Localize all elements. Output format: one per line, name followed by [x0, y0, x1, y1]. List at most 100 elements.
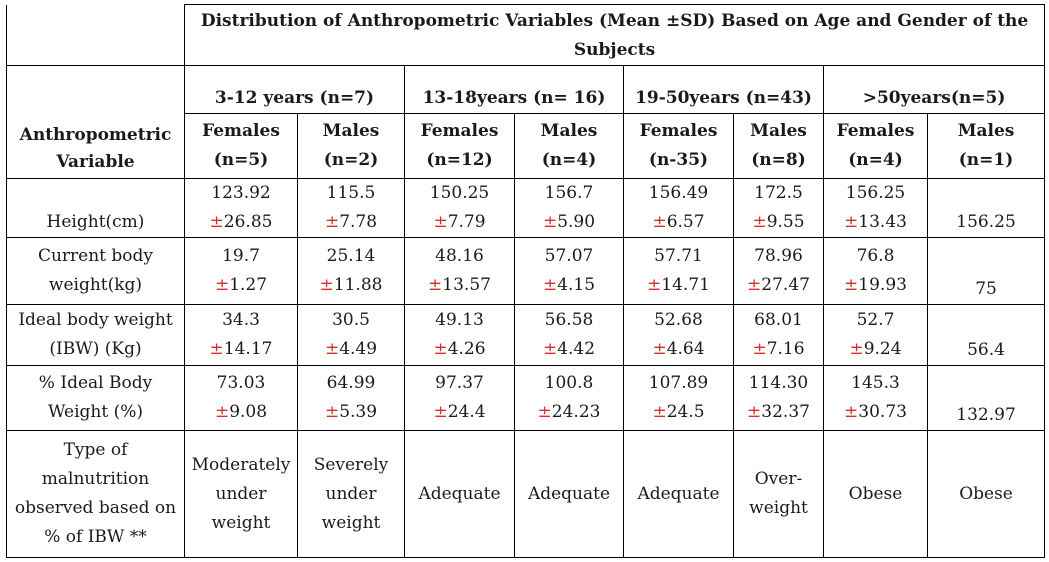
sd-line: ±9.55: [738, 208, 819, 237]
sd-value: 6.57: [666, 212, 705, 232]
sd-line: ±7.78: [302, 208, 400, 237]
gender-label: Males: [322, 121, 380, 141]
mean-value: 76.8: [856, 246, 895, 266]
sample-size: (n=4): [541, 150, 597, 170]
age-group-header: 19-50years (n=43): [623, 65, 824, 114]
sd-line: ±4.49: [302, 335, 400, 364]
category-text: weight: [749, 498, 808, 518]
mean-value: 107.89: [648, 373, 709, 393]
gender-header: Males (n=8): [733, 113, 824, 179]
mean-value: 49.13: [435, 310, 484, 330]
plus-minus-icon: ±: [324, 402, 340, 422]
row-label: Ideal body weight (IBW) (Kg): [6, 304, 185, 366]
gender-header: Males (n=4): [514, 113, 624, 179]
sd-value: 4.64: [666, 339, 705, 359]
gender-label: Females: [836, 121, 915, 141]
plus-minus-icon: ±: [752, 339, 767, 359]
data-cell: 56.4: [926, 304, 1046, 366]
sample-size: (n=1): [958, 150, 1014, 170]
plus-minus-icon: ±: [647, 275, 662, 295]
data-cell: 78.96 ±27.47: [733, 237, 824, 305]
data-cell: Adequate: [404, 430, 515, 558]
sd-value: 14.71: [661, 275, 710, 295]
mean-value: 57.07: [544, 246, 594, 266]
plus-minus-icon: ±: [652, 339, 667, 359]
mean-value: 156.49: [648, 183, 709, 203]
sample-size: (n=4): [848, 150, 903, 170]
table-row: Ideal body weight (IBW) (Kg) 34.3 ±14.17 30.…: [6, 304, 1046, 366]
sd-line: ±26.85: [189, 208, 293, 237]
sample-size: (n=12): [426, 150, 493, 170]
gender-label: Males: [957, 121, 1015, 141]
plus-minus-icon: ±: [747, 402, 762, 422]
data-cell: 97.37 ±24.4: [404, 365, 515, 431]
mean-value: 97.37: [435, 373, 484, 393]
mean-value: 145.3: [851, 373, 900, 393]
data-cell: 132.97: [926, 365, 1046, 431]
sd-line: ±11.88: [302, 271, 400, 300]
sd-line: ±7.16: [738, 335, 819, 364]
data-cell: 75: [926, 237, 1046, 305]
row-label: Height(cm): [6, 178, 185, 238]
sd-line: ±1.27: [189, 271, 293, 300]
sd-value: 19.93: [858, 275, 907, 295]
gender-header: Males (n=2): [297, 113, 405, 179]
data-cell: 156.25: [926, 178, 1046, 238]
plus-minus-icon: ±: [752, 212, 767, 232]
sd-line: ±14.71: [628, 271, 729, 300]
data-cell: 156.7 ±5.90: [514, 178, 624, 238]
gender-header: Females (n-35): [623, 113, 734, 179]
data-cell: 150.25 ±7.79: [404, 178, 515, 238]
plus-minus-icon: ±: [844, 275, 859, 295]
row-label-line: weight(kg): [48, 275, 143, 295]
category-text: under: [325, 483, 377, 504]
plus-minus-icon: ±: [844, 402, 859, 422]
sample-size: (n=5): [213, 150, 269, 170]
anthropometric-table: Distribution of Anthropometric Variables…: [6, 4, 1046, 558]
data-cell: 19.7 ±1.27: [184, 237, 298, 305]
category-text: Over-: [754, 469, 803, 489]
sd-line: ±30.73: [828, 398, 923, 427]
gender-header: Females (n=4): [823, 113, 928, 179]
data-cell: Obese: [823, 430, 928, 558]
row-label: Current body weight(kg): [6, 237, 185, 305]
mean-value: 57.71: [654, 246, 703, 266]
row-label-line: Weight (%): [47, 402, 144, 422]
sd-value: 30.73: [858, 402, 907, 422]
mean-value: 123.92: [211, 183, 271, 203]
sample-size: (n-35): [648, 150, 709, 170]
plus-minus-icon: ±: [652, 402, 667, 422]
sample-size: (n=8): [751, 150, 806, 170]
plus-minus-icon: ±: [542, 275, 558, 295]
plus-minus-icon: ±: [542, 339, 558, 359]
mean-value: 114.30: [748, 373, 809, 393]
plus-minus-icon: ±: [433, 339, 448, 359]
plus-minus-icon: ±: [542, 212, 558, 232]
sd-value: 5.39: [339, 402, 378, 422]
data-cell: 123.92 ±26.85: [184, 178, 298, 238]
data-cell: 57.07 ±4.15: [514, 237, 624, 305]
single-value: 132.97: [956, 405, 1016, 425]
sd-line: ±9.08: [189, 398, 293, 427]
sd-line: ±5.39: [302, 398, 400, 427]
category-text: weight: [211, 512, 271, 533]
category-text: Adequate: [637, 483, 720, 504]
mean-value: 19.7: [222, 246, 260, 266]
sample-size: (n=2): [323, 150, 379, 170]
sd-line: ±4.15: [519, 271, 619, 300]
gender-header: Females (n=12): [404, 113, 515, 179]
data-cell: 52.68 ±4.64: [623, 304, 734, 366]
data-cell: 115.5 ±7.78: [297, 178, 405, 238]
mean-value: 52.68: [654, 310, 703, 330]
data-cell: Adequate: [514, 430, 624, 558]
sd-value: 5.90: [557, 212, 596, 232]
variable-header: Anthropometric Variable: [6, 65, 185, 179]
sd-value: 9.08: [229, 402, 268, 422]
sd-line: ±4.64: [628, 335, 729, 364]
sd-value: 27.47: [761, 275, 810, 295]
data-cell: 25.14 ±11.88: [297, 237, 405, 305]
sd-value: 32.37: [761, 402, 810, 422]
table-row: Type of malnutrition observed based on % of…: [6, 430, 1046, 558]
category-text: Adequate: [527, 483, 611, 504]
sd-value: 11.88: [333, 275, 383, 295]
